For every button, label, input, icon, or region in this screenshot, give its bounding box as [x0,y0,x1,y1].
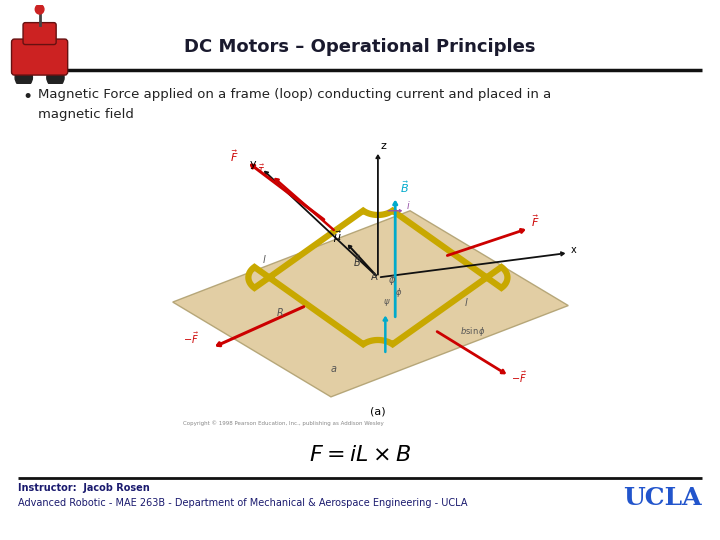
Text: $\vec{F}$: $\vec{F}$ [531,213,540,228]
Text: $\phi$: $\phi$ [395,286,402,299]
Circle shape [35,5,44,14]
Text: DC Motors – Operational Principles: DC Motors – Operational Principles [184,38,536,56]
Text: $l$: $l$ [262,253,266,266]
Text: $\vec{B}$: $\vec{B}$ [400,179,409,195]
Text: x: x [571,245,577,255]
Text: a: a [331,364,337,374]
Text: magnetic field: magnetic field [38,108,134,121]
Text: Advanced Robotic - MAE 263B - Department of Mechanical & Aerospace Engineering -: Advanced Robotic - MAE 263B - Department… [18,498,467,508]
Circle shape [47,68,64,87]
FancyBboxPatch shape [23,23,56,44]
Text: •: • [22,88,32,106]
Text: $l$: $l$ [464,295,469,308]
Text: Magnetic Force applied on a frame (loop) conducting current and placed in a: Magnetic Force applied on a frame (loop)… [38,88,552,101]
Text: y: y [249,159,256,169]
FancyBboxPatch shape [12,39,68,75]
Text: $-\vec{F}$: $-\vec{F}$ [511,369,527,385]
Text: $i$: $i$ [406,199,410,211]
Text: $\vec{\tau}$: $\vec{\tau}$ [257,163,265,176]
Text: UCLA: UCLA [624,486,702,510]
Polygon shape [173,211,568,397]
Text: $-\vec{F}$: $-\vec{F}$ [183,331,199,346]
Text: $\vec{B}$: $\vec{B}$ [354,254,361,269]
Text: $\phi$: $\phi$ [388,273,396,287]
Text: $\psi$: $\psi$ [383,297,390,308]
Text: A: A [371,272,377,282]
Text: $b\sin\phi$: $b\sin\phi$ [459,325,485,338]
Text: (a): (a) [370,407,386,416]
Text: $\vec{\mu}$: $\vec{\mu}$ [333,229,342,245]
Text: $F = iL \times B$: $F = iL \times B$ [309,445,411,465]
Text: $\vec{F}$: $\vec{F}$ [230,148,238,164]
Text: z: z [380,141,386,151]
Text: R: R [276,308,283,318]
Circle shape [15,68,32,87]
Text: Instructor:  Jacob Rosen: Instructor: Jacob Rosen [18,483,150,493]
Text: Copyright © 1998 Pearson Education, Inc., publishing as Addison Wesley: Copyright © 1998 Pearson Education, Inc.… [183,420,383,426]
